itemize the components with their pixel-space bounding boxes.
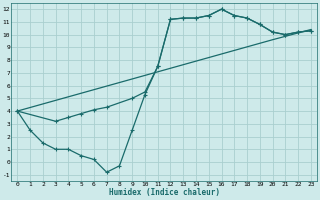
- X-axis label: Humidex (Indice chaleur): Humidex (Indice chaleur): [108, 188, 220, 197]
